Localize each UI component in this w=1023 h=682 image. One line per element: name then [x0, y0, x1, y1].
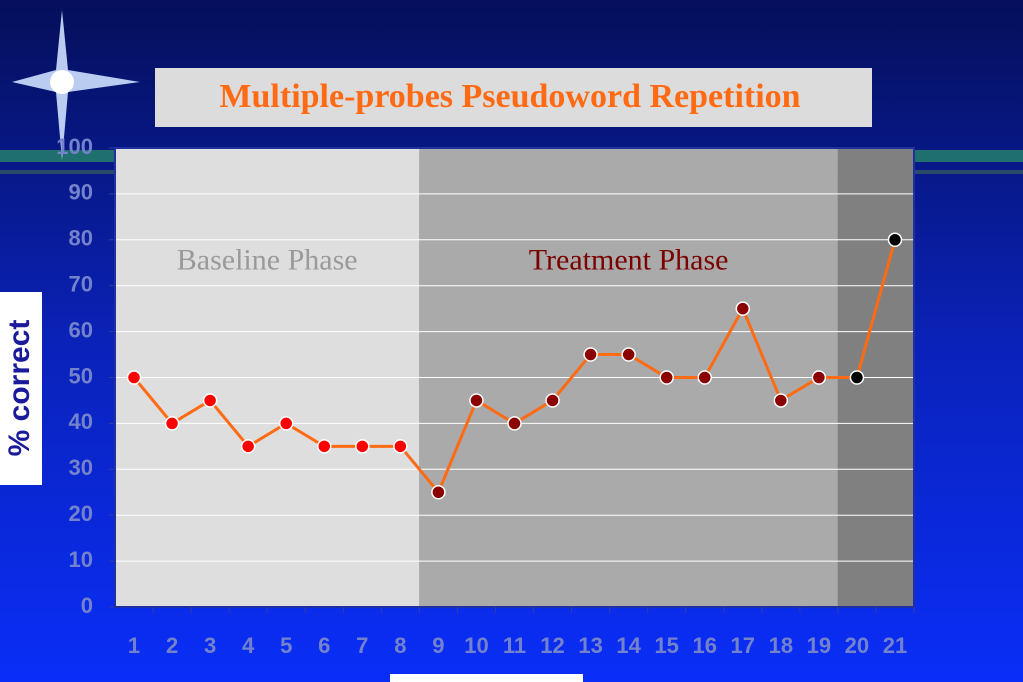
phase-label: Baseline Phase: [177, 244, 358, 277]
x-tick-label: 7: [356, 633, 368, 658]
x-tick-label: 17: [731, 633, 755, 658]
x-tick-label: 12: [540, 633, 564, 658]
y-tick-label: 30: [69, 455, 93, 480]
data-point: [240, 439, 256, 454]
chart-title: Multiple-probes Pseudoword Repetition: [219, 78, 800, 115]
x-tick-label: 20: [845, 633, 869, 658]
y-tick-label: 80: [69, 226, 93, 251]
x-tick-label: 19: [807, 633, 831, 658]
x-label-box: [390, 674, 583, 682]
data-point: [317, 439, 332, 454]
y-tick-label: 0: [81, 593, 93, 618]
x-tick-label: 6: [318, 633, 330, 658]
y-tick-label: 20: [69, 501, 93, 526]
data-point: [393, 439, 408, 454]
x-tick-label: 9: [432, 633, 444, 658]
x-tick-label: 16: [692, 633, 716, 658]
x-tick-label: 18: [769, 633, 793, 658]
star-core: [50, 70, 74, 94]
title-box: [155, 68, 872, 127]
data-point: [126, 370, 142, 385]
x-tick-label: 1: [128, 633, 140, 658]
x-tick-label: 14: [616, 633, 641, 658]
data-point: [202, 393, 218, 408]
data-point: [355, 439, 370, 454]
y-tick-label: 50: [69, 363, 93, 388]
y-tick-label: 90: [69, 180, 93, 205]
y-label-box: [0, 292, 42, 485]
x-tick-label: 8: [394, 633, 406, 658]
y-tick-label: 40: [69, 409, 93, 434]
data-point: [811, 370, 827, 385]
phase-label: Treatment Phase: [529, 244, 729, 277]
y-tick-label: 70: [69, 272, 93, 297]
data-point: [507, 416, 522, 431]
data-point: [659, 370, 674, 385]
data-point: [773, 393, 789, 408]
plot: Baseline Phase Treatment Phase 0 10 20 30 40 50…: [56, 134, 915, 658]
data-point: [469, 393, 484, 408]
x-tick-label: 2: [166, 633, 178, 658]
data-point: [621, 347, 636, 362]
y-axis-label: % correct: [3, 320, 36, 457]
y-tick-label: 10: [69, 547, 93, 572]
y-tick-label: 60: [69, 317, 93, 342]
x-tick-label: 10: [464, 633, 488, 658]
data-point: [887, 232, 903, 248]
x-tick-label: 13: [578, 633, 602, 658]
data-point: [545, 393, 560, 408]
y-tick-label: 100: [56, 134, 93, 159]
plot-border: [114, 147, 915, 608]
data-point: [735, 301, 751, 316]
data-point: [583, 347, 598, 362]
x-tick-label: 21: [883, 633, 907, 658]
data-point: [164, 416, 180, 431]
star: [12, 10, 140, 160]
data-point: [431, 485, 446, 500]
x-tick-label: 5: [280, 633, 292, 658]
x-tick-label: 4: [242, 633, 255, 658]
x-tick-label: 15: [654, 633, 678, 658]
x-tick-label: 11: [503, 633, 526, 658]
data-point: [697, 370, 712, 385]
x-tick-label: 3: [204, 633, 216, 658]
data-point: [278, 416, 294, 431]
data-point: [849, 370, 865, 385]
